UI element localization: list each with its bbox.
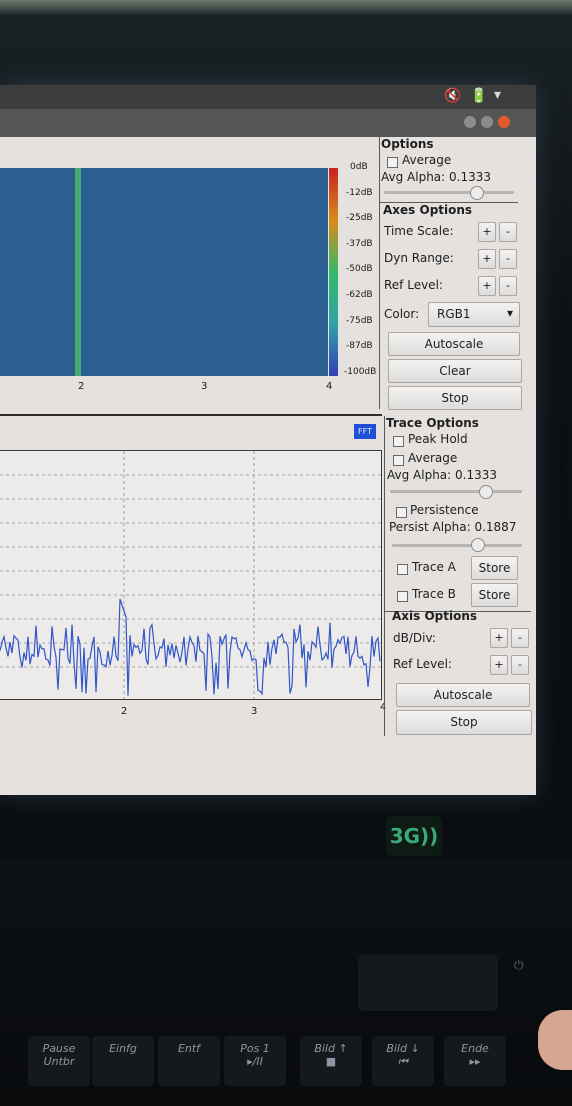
- keyboard-key[interactable]: Ende ▸▸: [444, 1036, 506, 1086]
- system-top-bar: 🔇 🔋 ▾: [0, 85, 536, 109]
- ref-level-plus-button[interactable]: +: [478, 276, 496, 296]
- minimize-button[interactable]: [464, 116, 476, 128]
- average-label: Average: [402, 153, 452, 167]
- fft-trace-svg: [0, 451, 381, 699]
- color-label: Color:: [384, 307, 420, 321]
- peak-hold-checkbox[interactable]: [393, 436, 404, 447]
- waterfall-xtick: 4: [326, 381, 333, 392]
- trace-avg-alpha-slider-knob[interactable]: [479, 485, 493, 499]
- axes-options-title: Axes Options: [383, 203, 473, 217]
- keyboard-key[interactable]: Entf: [158, 1036, 220, 1086]
- persist-alpha-slider[interactable]: [392, 544, 522, 547]
- time-scale-label: Time Scale:: [384, 224, 454, 238]
- axis-options-title: Axis Options: [392, 609, 478, 623]
- panel-divider: [385, 611, 531, 612]
- axis-ref-level-plus-button[interactable]: +: [490, 655, 508, 675]
- chevron-down-icon: ▾: [506, 306, 513, 320]
- db-div-plus-button[interactable]: +: [490, 628, 508, 648]
- power-icon[interactable]: ⏻: [514, 958, 524, 972]
- dyn-range-label: Dyn Range:: [384, 251, 454, 265]
- battery-icon[interactable]: 🔋: [470, 88, 488, 104]
- db-scale-label: -75dB: [346, 315, 373, 326]
- stop-button[interactable]: Stop: [388, 386, 522, 410]
- fft-xtick: 4: [380, 702, 386, 713]
- trace-b-checkbox[interactable]: [397, 591, 408, 602]
- background-glow: [0, 0, 572, 16]
- trace-a-store-button[interactable]: Store: [471, 556, 518, 580]
- trace-a-checkbox[interactable]: [397, 564, 408, 575]
- keyboard-key[interactable]: Einfg: [92, 1036, 154, 1086]
- 3g-logo: 3G)): [386, 816, 442, 856]
- color-select[interactable]: RGB1 ▾: [428, 302, 520, 327]
- panel-divider: [380, 202, 518, 203]
- trace-avg-alpha-slider[interactable]: [390, 490, 522, 493]
- axis-autoscale-button[interactable]: Autoscale: [396, 683, 530, 707]
- peak-hold-label: Peak Hold: [408, 432, 468, 446]
- trace-options-title: Trace Options: [386, 416, 479, 430]
- hand: [538, 1010, 572, 1070]
- options-title: Options: [381, 137, 434, 151]
- waterfall-signal-line: [75, 168, 81, 376]
- fft-grid: [0, 451, 381, 699]
- keyboard-key[interactable]: Pos 1 ▸/II: [224, 1036, 286, 1086]
- color-scale-bar: [329, 168, 338, 376]
- axis-ref-level-label: Ref Level:: [393, 657, 452, 671]
- dyn-range-minus-button[interactable]: -: [499, 249, 517, 269]
- average-checkbox[interactable]: [387, 157, 398, 168]
- time-scale-minus-button[interactable]: -: [499, 222, 517, 242]
- avg-alpha-label: Avg Alpha: 0.1333: [381, 170, 492, 184]
- keyboard-key[interactable]: Bild ↑ ■: [300, 1036, 362, 1086]
- trace-a-label: Trace A: [412, 560, 456, 574]
- window-titlebar: [0, 109, 536, 137]
- db-scale-label: -12dB: [346, 187, 373, 198]
- db-scale-label: -100dB: [344, 366, 377, 377]
- db-scale-label: -87dB: [346, 341, 373, 352]
- trace-b-label: Trace B: [412, 587, 456, 601]
- trace-b-store-button[interactable]: Store: [471, 583, 518, 607]
- ref-level-minus-button[interactable]: -: [499, 276, 517, 296]
- panel-border: [384, 416, 385, 736]
- color-select-value: RGB1: [437, 307, 471, 321]
- power-panel: [358, 955, 498, 1011]
- ref-level-label: Ref Level:: [384, 278, 443, 292]
- db-scale-label: -62dB: [346, 290, 373, 300]
- keyboard-key[interactable]: Pause Untbr: [28, 1036, 90, 1086]
- trace-avg-alpha-label: Avg Alpha: 0.1333: [387, 468, 498, 482]
- axis-ref-level-minus-button[interactable]: -: [511, 655, 529, 675]
- db-div-minus-button[interactable]: -: [511, 628, 529, 648]
- db-scale-label: -37dB: [346, 238, 373, 249]
- axis-stop-button[interactable]: Stop: [396, 710, 532, 735]
- waterfall-plot: [0, 168, 328, 376]
- trace-average-label: Average: [408, 451, 458, 465]
- plot-separator: [0, 414, 382, 416]
- waterfall-xtick: 2: [78, 381, 85, 392]
- avg-alpha-slider-knob[interactable]: [470, 186, 484, 200]
- waterfall-xtick: 3: [201, 381, 208, 392]
- mute-icon[interactable]: 🔇: [444, 88, 462, 104]
- trace-average-checkbox[interactable]: [393, 455, 404, 466]
- maximize-button[interactable]: [481, 116, 493, 128]
- db-scale-label: -25dB: [346, 213, 373, 224]
- db-scale-label: 0dB: [350, 162, 368, 172]
- fft-trace-line: [0, 598, 381, 696]
- time-scale-plus-button[interactable]: +: [478, 222, 496, 242]
- autoscale-button[interactable]: Autoscale: [388, 332, 520, 356]
- dyn-range-plus-button[interactable]: +: [478, 249, 496, 269]
- fft-plot: [0, 450, 382, 700]
- panel-border: [379, 137, 380, 409]
- chevron-down-icon[interactable]: ▾: [494, 87, 502, 103]
- avg-alpha-slider[interactable]: [384, 191, 514, 194]
- db-div-label: dB/Div:: [393, 631, 436, 645]
- clear-button[interactable]: Clear: [388, 359, 522, 383]
- fft-badge[interactable]: FFT: [354, 424, 376, 439]
- persistence-label: Persistence: [410, 503, 479, 517]
- persistence-checkbox[interactable]: [396, 507, 407, 518]
- persist-alpha-label: Persist Alpha: 0.1887: [389, 520, 517, 534]
- fft-xtick: 2: [121, 706, 128, 717]
- fft-xtick: 3: [251, 706, 258, 717]
- db-scale-label: -50dB: [346, 264, 373, 275]
- persist-alpha-slider-knob[interactable]: [471, 538, 485, 552]
- keyboard-key[interactable]: Bild ↓ ⏮: [372, 1036, 434, 1086]
- close-button[interactable]: [498, 116, 510, 128]
